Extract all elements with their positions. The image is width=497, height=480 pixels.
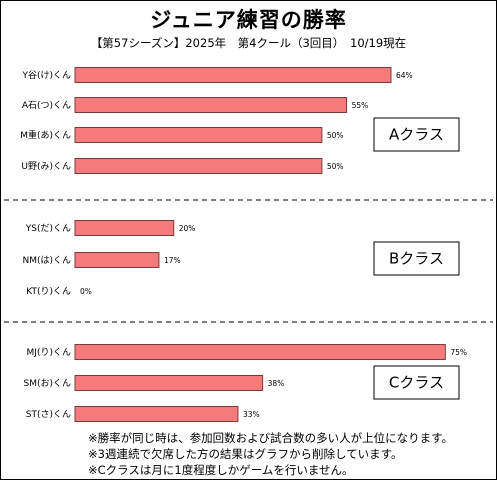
value-label: 20% (179, 224, 196, 233)
category-label: U野(み)くん (21, 161, 71, 172)
category-label: KT(り)くん (26, 286, 71, 297)
value-label: 33% (243, 410, 260, 419)
category-label: NM(は)くん (22, 255, 71, 266)
value-label: 55% (352, 101, 369, 110)
bar (74, 67, 392, 83)
class-box (373, 365, 460, 400)
bar (74, 375, 264, 391)
bar (74, 220, 175, 236)
bar (74, 252, 160, 268)
category-label: Y谷(け)くん (21, 70, 71, 81)
value-label: 0% (80, 287, 92, 296)
chart-subtitle: 【第57シーズン】2025年 第4クール（3回目） 10/19現在 (90, 36, 407, 50)
note-1: ※勝率が同じ時は、参加回数および試合数の多い人が上位になります。 (88, 431, 453, 445)
bar (74, 344, 446, 360)
category-label: MJ(り)くん (27, 347, 71, 358)
class-label: Aクラス (389, 126, 444, 144)
bar (74, 97, 348, 113)
value-label: 38% (268, 379, 285, 388)
bar (74, 406, 239, 422)
category-label: ST(さ)くん (26, 409, 71, 420)
bar (74, 158, 323, 174)
category-label: A石(つ)くん (22, 100, 71, 111)
note-2: ※3週連続で欠席した方の結果はグラフから削除しています。 (88, 447, 403, 461)
class-box (373, 241, 460, 276)
category-label: YS(だ)くん (25, 223, 71, 234)
category-label: M重(あ)くん (20, 129, 71, 141)
value-label: 17% (164, 256, 181, 265)
bar (74, 127, 323, 143)
class-box (373, 117, 460, 152)
class-label: Cクラス (389, 374, 444, 392)
value-label: 50% (327, 131, 344, 140)
note-3: ※Cクラスは月に1度程度しかゲームを行いません。 (88, 463, 354, 477)
class-label: Bクラス (389, 250, 444, 268)
chart-title: ジュニア練習の勝率 (150, 8, 347, 32)
notes: ※勝率が同じ時は、参加回数および試合数の多い人が上位になります。 ※3週連続で欠… (88, 430, 453, 478)
value-label: 64% (396, 71, 413, 80)
value-label: 75% (450, 348, 467, 357)
value-label: 50% (327, 162, 344, 171)
category-label: SM(お)くん (23, 378, 71, 389)
